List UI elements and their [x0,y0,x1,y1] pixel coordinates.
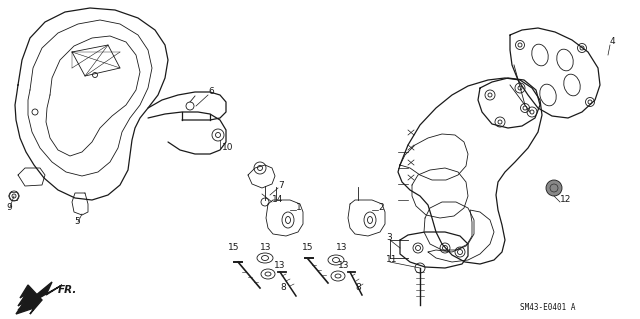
Text: 6: 6 [208,87,214,97]
Polygon shape [16,285,42,314]
Text: 13: 13 [274,261,285,270]
Text: 13: 13 [336,243,348,253]
Text: 7: 7 [278,181,284,189]
Text: 9: 9 [6,204,12,212]
Text: 12: 12 [560,196,572,204]
Text: 5: 5 [74,218,80,226]
Circle shape [546,180,562,196]
Text: 10: 10 [222,144,234,152]
Text: 8: 8 [355,284,361,293]
Text: FR.: FR. [58,285,77,295]
Text: 11: 11 [386,256,397,264]
Text: 2: 2 [378,204,383,212]
Text: 3: 3 [386,234,392,242]
Text: 15: 15 [228,243,239,253]
Polygon shape [18,282,62,310]
Text: 13: 13 [260,243,271,253]
Text: 13: 13 [338,261,349,270]
Text: 1: 1 [296,204,301,212]
Text: 4: 4 [610,38,616,47]
Text: SM43-E0401 A: SM43-E0401 A [520,303,575,313]
Text: 8: 8 [280,284,285,293]
Text: 14: 14 [272,196,284,204]
Text: 15: 15 [302,243,314,253]
